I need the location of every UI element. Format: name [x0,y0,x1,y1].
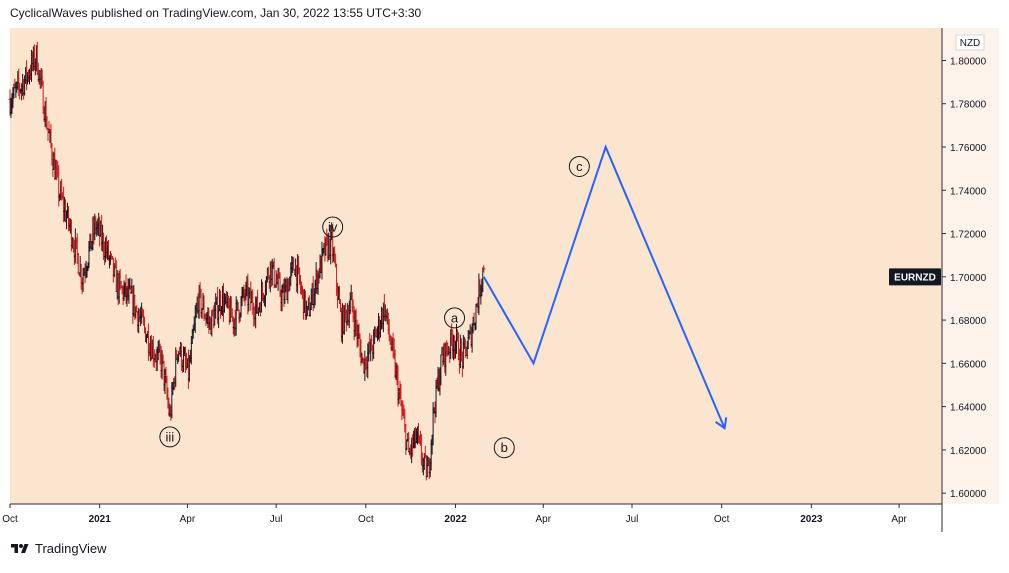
wave-label-text: iii [166,429,175,444]
projection-arrowhead [715,417,728,431]
brand-name[interactable]: TradingView [35,541,107,556]
wave-label-iii: iii [159,426,181,448]
price-tick-label: 1.66000 [950,359,987,370]
wave-label-text: iv [328,220,338,235]
price-tick-label: 1.72000 [950,230,987,241]
time-axis-background [10,504,999,532]
currency-badge: NZD [955,34,985,51]
wave-labels: iii iv a b c [159,155,590,459]
wave-label-b: b [493,437,515,459]
price-tick-label: 1.74000 [950,186,987,197]
time-axis[interactable]: Oct 2021 Apr Jul Oct 2022 Apr Jul Oct 2023 Apr [2,504,908,525]
time-tick-label: 2022 [444,514,467,525]
price-tick-label: 1.68000 [950,316,987,327]
plot-background [10,28,942,504]
time-tick-label: 2021 [89,514,112,525]
publish-info: CyclicalWaves published on TradingView.c… [10,6,422,20]
time-tick-label: Oct [2,514,18,525]
wave-label-c: c [568,155,590,177]
price-tick-label: 1.76000 [950,143,987,154]
wave-label-text: c [576,159,583,174]
projection-line [482,144,726,429]
price-tick-label: 1.60000 [950,489,987,500]
time-tick-label: Apr [535,514,551,525]
time-tick-label: 2023 [800,514,823,525]
price-tick-label: 1.80000 [950,56,987,67]
price-bars [8,41,486,481]
time-tick-label: Apr [891,514,907,525]
symbol-label: EURNZD [894,272,936,283]
projection-path [482,144,728,431]
time-tick-label: Jul [270,514,283,525]
price-axis-background [942,28,999,504]
price-tick-label: 1.70000 [950,273,987,284]
wave-label-text: b [501,440,508,455]
price-tick-label: 1.78000 [950,100,987,111]
symbol-badge: EURNZD [889,268,941,286]
footer[interactable]: TradingView [10,541,107,556]
time-tick-label: Oct [714,514,730,525]
wave-label-iv: iv [322,216,344,238]
time-tick-label: Apr [180,514,196,525]
price-bar [482,265,486,273]
price-axis[interactable]: 1.60000 1.62000 1.64000 1.66000 1.68000 1.700… [942,56,987,500]
time-tick-label: Oct [358,514,374,525]
time-tick-label: Jul [626,514,639,525]
wave-label-text: a [451,310,459,325]
tradingview-logo-icon[interactable] [10,542,30,556]
wave-label-a: a [444,307,466,329]
currency-label: NZD [960,38,981,49]
price-tick-label: 1.64000 [950,403,987,414]
price-tick-label: 1.62000 [950,446,987,457]
